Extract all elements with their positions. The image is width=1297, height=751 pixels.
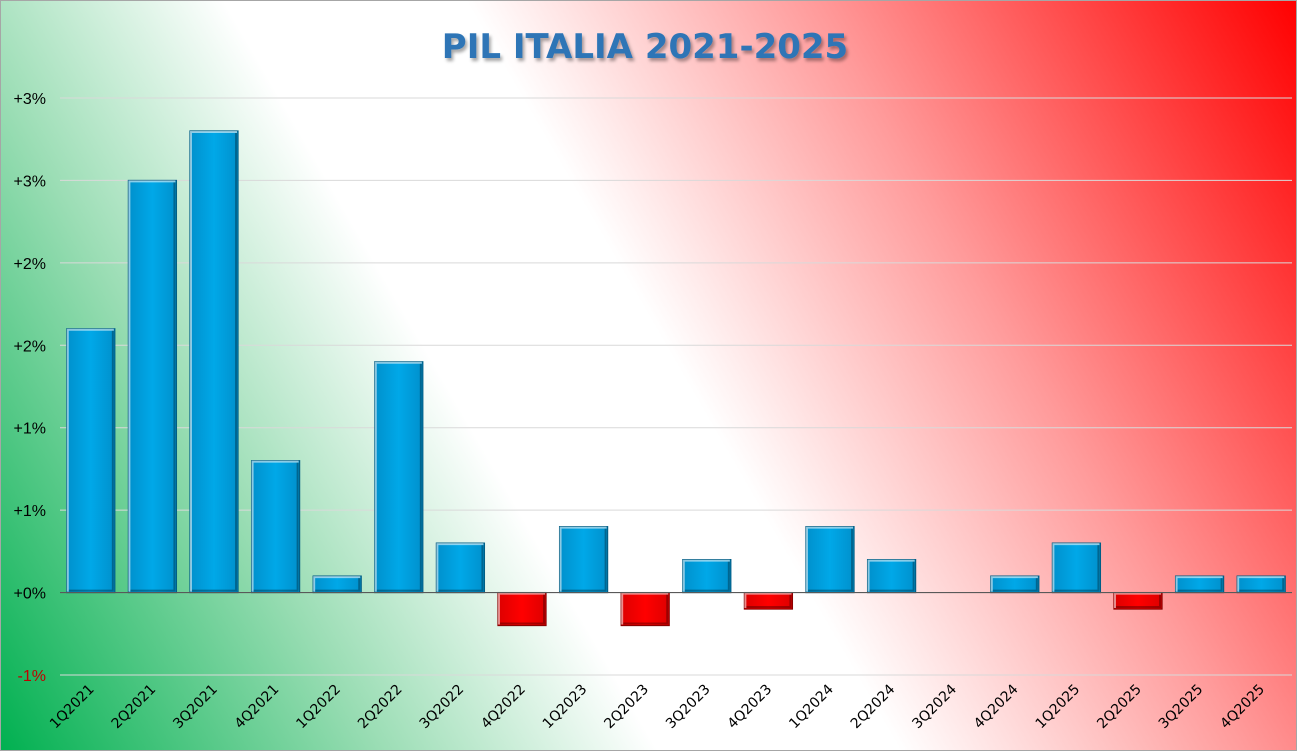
bar	[620, 591, 670, 627]
bar-highlight	[189, 130, 238, 592]
bar-highlight	[805, 526, 854, 592]
bar-highlight	[374, 361, 422, 592]
bar-shade	[684, 561, 730, 592]
y-tick-label: +1%	[14, 421, 46, 438]
bar-face	[497, 591, 547, 627]
bar-shade	[315, 578, 361, 592]
bar-face	[682, 558, 732, 594]
bar	[250, 460, 301, 594]
bar-shade	[191, 132, 238, 592]
bar-highlight	[990, 576, 1038, 592]
bar-face	[435, 542, 486, 594]
bar	[497, 591, 547, 627]
bar-face	[66, 328, 116, 594]
bar-highlight	[1113, 592, 1162, 609]
bar-face	[250, 460, 301, 594]
bar-shade	[1239, 578, 1285, 592]
bar	[990, 575, 1040, 594]
bar-shade	[1054, 545, 1100, 592]
bar-face	[127, 179, 178, 594]
bar-highlight	[867, 559, 915, 592]
bar-shade	[992, 578, 1038, 592]
bar-highlight	[1052, 543, 1100, 592]
bar	[558, 526, 609, 594]
bar	[1174, 575, 1225, 594]
bar-highlight	[66, 328, 114, 592]
chart-title: PIL ITALIA 2021-2025	[442, 27, 848, 67]
bar-highlight	[1175, 576, 1223, 592]
bar	[1236, 575, 1286, 594]
bar-shade	[68, 330, 114, 592]
bar-highlight	[1237, 576, 1285, 592]
bar-face	[866, 558, 917, 594]
bar-shade	[1115, 594, 1162, 609]
bar-highlight	[621, 592, 669, 625]
bar-shade	[499, 594, 546, 625]
bar-shade	[869, 561, 915, 592]
bar-highlight	[313, 576, 361, 592]
bar-shade	[130, 182, 176, 592]
y-tick-label: +0%	[14, 586, 46, 603]
bar-shade	[253, 462, 299, 592]
bar	[312, 575, 362, 594]
y-tick-label: +3%	[14, 91, 46, 108]
bar-shade	[376, 363, 422, 592]
bar-highlight	[559, 526, 607, 592]
bar-highlight	[682, 559, 730, 592]
bar-face	[620, 591, 670, 627]
y-axis-tick-labels: +3% +3% +2% +2% +1% +1% +0% -1%	[14, 91, 46, 685]
bar	[743, 591, 794, 610]
bar	[1051, 542, 1102, 594]
bar	[805, 526, 855, 594]
y-tick-label: +3%	[14, 173, 46, 190]
bar-shade	[1177, 578, 1223, 592]
bar-shade	[623, 594, 669, 625]
bar-face	[189, 130, 239, 594]
y-tick-label: +2%	[14, 256, 46, 273]
bar-face	[805, 526, 855, 594]
bar	[66, 328, 116, 594]
bar	[1113, 591, 1163, 610]
bars	[66, 130, 1286, 627]
bar-highlight	[128, 180, 176, 592]
bar-shade	[746, 594, 792, 609]
bar-face	[374, 361, 424, 594]
bar-face	[1051, 542, 1102, 594]
bar	[189, 130, 239, 594]
bar-highlight	[744, 592, 792, 609]
bar	[435, 542, 486, 594]
bar-shade	[438, 545, 484, 592]
bar-highlight	[497, 592, 546, 625]
bar-highlight	[436, 543, 484, 592]
bar	[682, 558, 732, 594]
bar-highlight	[251, 460, 299, 592]
bar-face	[558, 526, 609, 594]
gridlines	[60, 97, 1292, 676]
bar	[127, 179, 178, 594]
y-tick-label: +1%	[14, 503, 46, 520]
bar	[374, 361, 424, 594]
bar-shade	[807, 528, 854, 592]
bar	[866, 558, 917, 594]
y-tick-label: -1%	[18, 668, 46, 685]
bar-shade	[561, 528, 607, 592]
y-tick-label: +2%	[14, 338, 46, 355]
